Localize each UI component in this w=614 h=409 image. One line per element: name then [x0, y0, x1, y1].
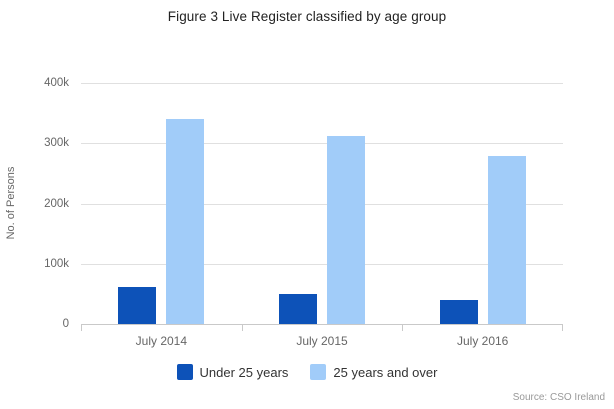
bar-group-july-2014 — [81, 83, 242, 324]
legend-label-under-25-years: Under 25 years — [199, 364, 289, 380]
x-axis-label-july-2015: July 2015 — [296, 334, 348, 348]
legend-label-25-years-and-over: 25 years and over — [333, 364, 438, 380]
bar-25-years-and-over-july-2016[interactable] — [487, 155, 526, 324]
source-text: Source: CSO Ireland — [512, 392, 605, 403]
bar-under-25-years-july-2015[interactable] — [279, 293, 317, 324]
x-axis-boundary-tick — [241, 324, 243, 331]
bar-group-july-2015 — [242, 83, 403, 324]
x-axis-labels: July 2014 July 2015 July 2016 — [81, 334, 563, 348]
gridline-400k — [81, 83, 563, 84]
legend-item-under-25-years[interactable]: Under 25 years — [176, 364, 289, 380]
x-axis-label-july-2014: July 2014 — [135, 334, 188, 348]
legend: Under 25 years 25 years and over — [0, 364, 614, 380]
legend-item-25-years-and-over[interactable]: 25 years and over — [310, 364, 437, 380]
bar-25-years-and-over-july-2014[interactable] — [166, 119, 205, 324]
y-tick-label-400k: 400k — [44, 77, 69, 89]
y-tick-label-200k: 200k — [44, 197, 69, 210]
gridline-200k — [81, 203, 563, 205]
y-tick-label-0: 0 — [62, 318, 69, 330]
legend-swatch-25-years-and-over-icon — [310, 364, 327, 380]
y-axis-tick-labels: 0 100k 200k 300k 400k — [0, 77, 69, 330]
x-axis-boundary-tick — [402, 324, 404, 331]
bar-group-july-2016 — [402, 83, 563, 324]
bar-groups — [81, 83, 563, 324]
y-tick-label-300k: 300k — [44, 137, 69, 150]
gridline-100k — [81, 263, 563, 265]
x-axis-boundary-tick — [81, 324, 82, 331]
legend-swatch-under-25-years-icon — [176, 364, 193, 380]
chart-title: Figure 3 Live Register classified by age… — [167, 9, 447, 24]
plot-area — [81, 83, 563, 331]
y-tick-label-100k: 100k — [44, 257, 69, 270]
x-axis-label-july-2016: July 2016 — [456, 334, 509, 348]
gridline-300k — [81, 143, 563, 145]
bar-25-years-and-over-july-2015[interactable] — [327, 136, 365, 324]
x-axis-boundary-tick — [562, 324, 563, 331]
bar-under-25-years-july-2014[interactable] — [118, 287, 157, 324]
bar-under-25-years-july-2016[interactable] — [439, 299, 478, 324]
